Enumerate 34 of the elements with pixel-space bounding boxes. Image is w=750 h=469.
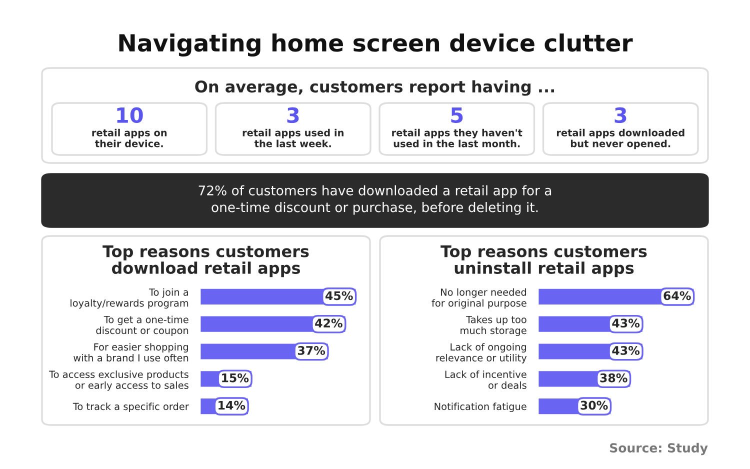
data-label: 30% [580,400,608,410]
data-label: 38% [600,373,628,382]
data-label: 5 [451,108,463,124]
data-label: 45% [326,291,353,300]
source-note: Source: Study [610,442,708,456]
data-label: 37% [298,346,326,355]
data-label: 43% [612,318,640,328]
data-label: 14% [218,400,246,410]
chart-title: Top reasons customers uninstall retail apps [440,245,647,278]
y-tick-label: No longer needed for original purpose [432,288,526,309]
data-label: 10 [117,107,143,124]
category-label: retail apps downloaded but never opened. [556,128,684,150]
category-label: retail apps they haven't used in the last month. [392,128,522,148]
y-tick-label: For easier shopping with a brand I use often [74,343,188,362]
y-tick-label: To access exclusive products or early access to sales [49,370,188,391]
text: On average, customers report having ... [195,80,554,96]
text: Navigating home screen device clutter [119,33,633,57]
chart-title: Top reasons customers download retail apps [102,245,309,278]
text: 72% of customers have downloaded a retail app for a one-time discount or purchase, before deleting it. [198,185,552,215]
data-label: 3 [287,107,299,124]
y-tick-label: To track a specific order [72,402,189,412]
data-label: 64% [664,291,691,300]
data-label: 15% [222,373,249,382]
y-tick-label: To join a loyalty/rewards program [70,288,188,309]
category-label: retail apps on their device. [92,128,167,148]
y-tick-label: Lack of ongoing relevance or utility [436,343,527,364]
y-tick-label: Takes up too much storage [460,316,526,336]
category-label: retail apps used in the last week. [242,128,344,148]
y-tick-label: To get a one-time discount or coupon [96,316,188,336]
y-tick-label: Notification fatigue [434,402,526,412]
data-label: 3 [614,107,626,124]
data-label: 42% [315,318,342,328]
data-label: 43% [612,346,640,355]
y-tick-label: Lack of incentive or deals [445,370,526,389]
